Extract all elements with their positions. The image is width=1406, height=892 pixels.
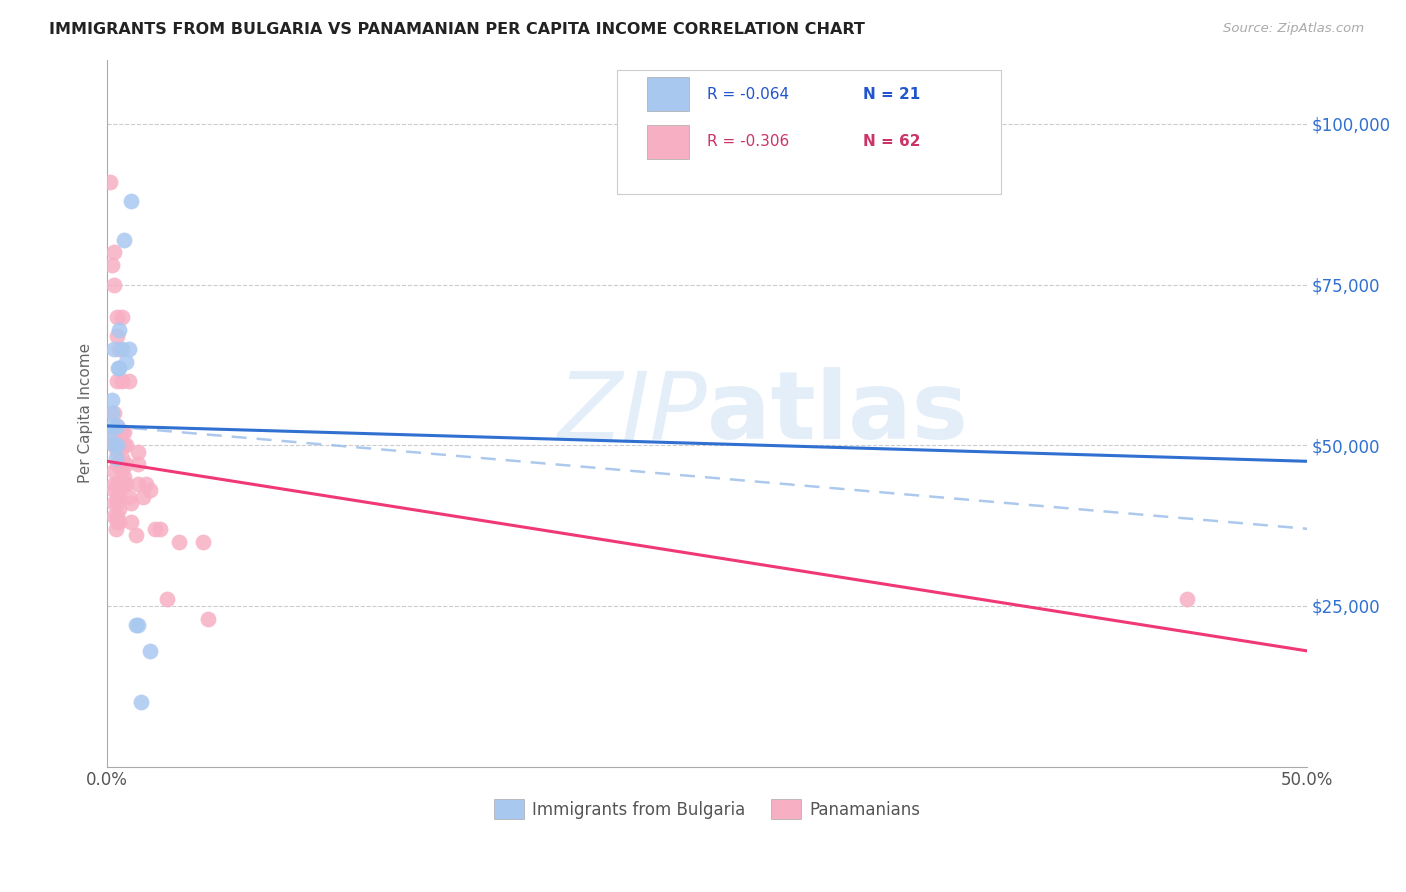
Point — [103, 496, 125, 510]
Point — [98, 175, 121, 189]
Point — [149, 522, 172, 536]
Legend: Immigrants from Bulgaria, Panamanians: Immigrants from Bulgaria, Panamanians — [488, 793, 927, 825]
Point — [127, 444, 149, 458]
Point — [107, 361, 129, 376]
Text: IMMIGRANTS FROM BULGARIA VS PANAMANIAN PER CAPITA INCOME CORRELATION CHART: IMMIGRANTS FROM BULGARIA VS PANAMANIAN P… — [49, 22, 865, 37]
Point — [103, 438, 125, 452]
Point — [101, 406, 124, 420]
Point — [110, 374, 132, 388]
Point — [115, 354, 138, 368]
Point — [105, 496, 128, 510]
Point — [1175, 592, 1198, 607]
Point — [103, 508, 125, 523]
Point — [105, 444, 128, 458]
Point — [103, 438, 125, 452]
Point — [103, 476, 125, 491]
Point — [103, 342, 125, 356]
Point — [135, 476, 157, 491]
Text: N = 21: N = 21 — [863, 87, 921, 102]
Point — [103, 406, 125, 420]
Point — [108, 458, 131, 472]
Point — [110, 464, 132, 478]
Point — [105, 508, 128, 523]
Point — [127, 458, 149, 472]
FancyBboxPatch shape — [647, 78, 689, 112]
Point — [108, 438, 131, 452]
Point — [108, 490, 131, 504]
Point — [143, 522, 166, 536]
Point — [110, 342, 132, 356]
Point — [108, 476, 131, 491]
Point — [108, 342, 131, 356]
Text: ZIP: ZIP — [557, 368, 707, 458]
Text: N = 62: N = 62 — [863, 134, 921, 149]
Point — [105, 438, 128, 452]
FancyBboxPatch shape — [647, 125, 689, 159]
Point — [115, 476, 138, 491]
Text: Source: ZipAtlas.com: Source: ZipAtlas.com — [1223, 22, 1364, 36]
Point — [110, 451, 132, 466]
Point — [110, 310, 132, 324]
Point — [101, 419, 124, 434]
Point — [101, 432, 124, 446]
Point — [103, 277, 125, 292]
Point — [120, 496, 142, 510]
Point — [129, 695, 152, 709]
Point — [115, 438, 138, 452]
Point — [112, 425, 135, 440]
Point — [108, 322, 131, 336]
Point — [105, 374, 128, 388]
Point — [105, 516, 128, 530]
Point — [105, 310, 128, 324]
Text: R = -0.306: R = -0.306 — [707, 134, 789, 149]
Point — [115, 458, 138, 472]
Point — [105, 329, 128, 343]
Point — [103, 483, 125, 498]
FancyBboxPatch shape — [617, 70, 1001, 194]
Point — [110, 425, 132, 440]
Point — [127, 618, 149, 632]
Point — [156, 592, 179, 607]
Text: R = -0.064: R = -0.064 — [707, 87, 789, 102]
Point — [105, 490, 128, 504]
Point — [125, 528, 148, 542]
Point — [105, 458, 128, 472]
Y-axis label: Per Capita Income: Per Capita Income — [79, 343, 93, 483]
Point — [191, 534, 214, 549]
Text: atlas: atlas — [707, 368, 969, 459]
Point — [108, 516, 131, 530]
Point — [98, 425, 121, 440]
Point — [104, 451, 127, 466]
Point — [112, 438, 135, 452]
Point — [197, 612, 219, 626]
Point — [112, 476, 135, 491]
Point — [112, 470, 135, 484]
Point — [104, 522, 127, 536]
Point — [108, 502, 131, 516]
Point — [118, 342, 141, 356]
Point — [120, 516, 142, 530]
Point — [101, 258, 124, 272]
Point — [125, 618, 148, 632]
Point — [110, 476, 132, 491]
Point — [118, 490, 141, 504]
Point — [103, 245, 125, 260]
Point — [101, 393, 124, 408]
Point — [120, 194, 142, 208]
Point — [105, 419, 128, 434]
Point — [112, 233, 135, 247]
Point — [118, 374, 141, 388]
Point — [139, 644, 162, 658]
Point — [108, 361, 131, 376]
Point — [105, 476, 128, 491]
Point — [167, 534, 190, 549]
Point — [105, 419, 128, 434]
Point — [139, 483, 162, 498]
Point — [127, 476, 149, 491]
Point — [132, 490, 155, 504]
Point — [103, 464, 125, 478]
